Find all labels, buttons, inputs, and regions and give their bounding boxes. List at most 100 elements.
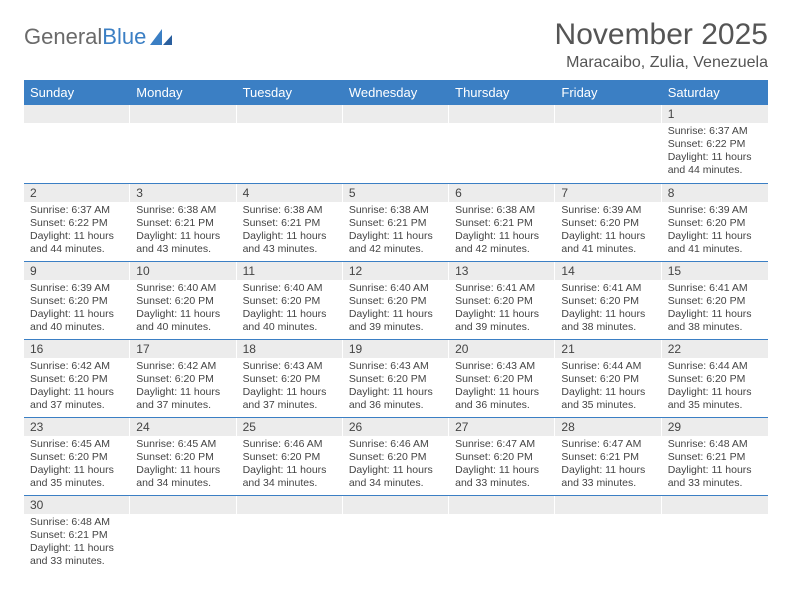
empty-cell xyxy=(343,105,449,183)
sunset-text: Sunset: 6:22 PM xyxy=(30,217,124,230)
day-number: 22 xyxy=(662,340,768,358)
sunrise-text: Sunrise: 6:38 AM xyxy=(455,204,549,217)
sunset-text: Sunset: 6:21 PM xyxy=(349,217,443,230)
sunrise-text: Sunrise: 6:47 AM xyxy=(561,438,655,451)
empty-cell xyxy=(130,495,236,573)
day-number: 19 xyxy=(343,340,449,358)
day-details: Sunrise: 6:41 AMSunset: 6:20 PMDaylight:… xyxy=(555,280,661,339)
daylight-text: Daylight: 11 hours and 35 minutes. xyxy=(561,386,655,412)
sunset-text: Sunset: 6:20 PM xyxy=(668,373,762,386)
day-cell: 12Sunrise: 6:40 AMSunset: 6:20 PMDayligh… xyxy=(343,261,449,339)
day-details: Sunrise: 6:40 AMSunset: 6:20 PMDaylight:… xyxy=(343,280,449,339)
daylight-text: Daylight: 11 hours and 44 minutes. xyxy=(30,230,124,256)
calendar-row: 30Sunrise: 6:48 AMSunset: 6:21 PMDayligh… xyxy=(24,495,768,573)
day-details: Sunrise: 6:40 AMSunset: 6:20 PMDaylight:… xyxy=(130,280,236,339)
daylight-text: Daylight: 11 hours and 35 minutes. xyxy=(668,386,762,412)
calendar-body: 1Sunrise: 6:37 AMSunset: 6:22 PMDaylight… xyxy=(24,105,768,573)
sunrise-text: Sunrise: 6:48 AM xyxy=(30,516,124,529)
day-cell: 3Sunrise: 6:38 AMSunset: 6:21 PMDaylight… xyxy=(130,183,236,261)
day-cell: 29Sunrise: 6:48 AMSunset: 6:21 PMDayligh… xyxy=(662,417,768,495)
day-details: Sunrise: 6:41 AMSunset: 6:20 PMDaylight:… xyxy=(449,280,555,339)
sunrise-text: Sunrise: 6:43 AM xyxy=(455,360,549,373)
sunset-text: Sunset: 6:20 PM xyxy=(243,295,337,308)
day-number: 8 xyxy=(662,184,768,202)
day-number: 7 xyxy=(555,184,661,202)
sail-icon xyxy=(148,27,174,47)
sunset-text: Sunset: 6:20 PM xyxy=(561,295,655,308)
sunrise-text: Sunrise: 6:45 AM xyxy=(136,438,230,451)
day-cell: 15Sunrise: 6:41 AMSunset: 6:20 PMDayligh… xyxy=(662,261,768,339)
day-number: 17 xyxy=(130,340,236,358)
empty-cell xyxy=(130,105,236,183)
day-number: 25 xyxy=(237,418,343,436)
sunset-text: Sunset: 6:20 PM xyxy=(136,451,230,464)
calendar-row: 1Sunrise: 6:37 AMSunset: 6:22 PMDaylight… xyxy=(24,105,768,183)
weekday-header: Friday xyxy=(555,80,661,105)
sunrise-text: Sunrise: 6:44 AM xyxy=(668,360,762,373)
day-number xyxy=(343,496,449,514)
day-cell: 17Sunrise: 6:42 AMSunset: 6:20 PMDayligh… xyxy=(130,339,236,417)
sunset-text: Sunset: 6:20 PM xyxy=(561,217,655,230)
sunset-text: Sunset: 6:20 PM xyxy=(30,295,124,308)
day-cell: 22Sunrise: 6:44 AMSunset: 6:20 PMDayligh… xyxy=(662,339,768,417)
day-details: Sunrise: 6:39 AMSunset: 6:20 PMDaylight:… xyxy=(24,280,130,339)
day-number: 26 xyxy=(343,418,449,436)
day-details: Sunrise: 6:47 AMSunset: 6:21 PMDaylight:… xyxy=(555,436,661,495)
day-cell: 24Sunrise: 6:45 AMSunset: 6:20 PMDayligh… xyxy=(130,417,236,495)
day-cell: 9Sunrise: 6:39 AMSunset: 6:20 PMDaylight… xyxy=(24,261,130,339)
day-cell: 28Sunrise: 6:47 AMSunset: 6:21 PMDayligh… xyxy=(555,417,661,495)
daylight-text: Daylight: 11 hours and 44 minutes. xyxy=(668,151,762,177)
day-number xyxy=(449,496,555,514)
daylight-text: Daylight: 11 hours and 39 minutes. xyxy=(349,308,443,334)
day-number: 21 xyxy=(555,340,661,358)
weekday-header: Monday xyxy=(130,80,236,105)
sunset-text: Sunset: 6:21 PM xyxy=(668,451,762,464)
day-details: Sunrise: 6:44 AMSunset: 6:20 PMDaylight:… xyxy=(662,358,768,417)
sunrise-text: Sunrise: 6:39 AM xyxy=(668,204,762,217)
weekday-header: Saturday xyxy=(662,80,768,105)
empty-cell xyxy=(555,105,661,183)
daylight-text: Daylight: 11 hours and 38 minutes. xyxy=(668,308,762,334)
daylight-text: Daylight: 11 hours and 34 minutes. xyxy=(349,464,443,490)
daylight-text: Daylight: 11 hours and 37 minutes. xyxy=(136,386,230,412)
daylight-text: Daylight: 11 hours and 38 minutes. xyxy=(561,308,655,334)
day-details: Sunrise: 6:39 AMSunset: 6:20 PMDaylight:… xyxy=(555,202,661,261)
sunrise-text: Sunrise: 6:43 AM xyxy=(349,360,443,373)
sunrise-text: Sunrise: 6:37 AM xyxy=(668,125,762,138)
sunrise-text: Sunrise: 6:39 AM xyxy=(561,204,655,217)
day-cell: 20Sunrise: 6:43 AMSunset: 6:20 PMDayligh… xyxy=(449,339,555,417)
day-number: 10 xyxy=(130,262,236,280)
sunrise-text: Sunrise: 6:42 AM xyxy=(30,360,124,373)
day-number: 5 xyxy=(343,184,449,202)
sunrise-text: Sunrise: 6:41 AM xyxy=(668,282,762,295)
sunrise-text: Sunrise: 6:38 AM xyxy=(136,204,230,217)
daylight-text: Daylight: 11 hours and 37 minutes. xyxy=(30,386,124,412)
day-details: Sunrise: 6:38 AMSunset: 6:21 PMDaylight:… xyxy=(343,202,449,261)
day-number: 24 xyxy=(130,418,236,436)
sunrise-text: Sunrise: 6:44 AM xyxy=(561,360,655,373)
day-number xyxy=(555,105,661,123)
daylight-text: Daylight: 11 hours and 36 minutes. xyxy=(349,386,443,412)
sunrise-text: Sunrise: 6:39 AM xyxy=(30,282,124,295)
empty-cell xyxy=(449,495,555,573)
day-cell: 21 Sunrise: 6:44 AMSunset: 6:20 PMDayligh… xyxy=(555,339,661,417)
day-number: 15 xyxy=(662,262,768,280)
sunset-text: Sunset: 6:21 PM xyxy=(136,217,230,230)
weekday-header: Sunday xyxy=(24,80,130,105)
day-number: 9 xyxy=(24,262,130,280)
weekday-header: Tuesday xyxy=(237,80,343,105)
daylight-text: Daylight: 11 hours and 33 minutes. xyxy=(561,464,655,490)
daylight-text: Daylight: 11 hours and 42 minutes. xyxy=(349,230,443,256)
day-number: 4 xyxy=(237,184,343,202)
day-cell: 5Sunrise: 6:38 AMSunset: 6:21 PMDaylight… xyxy=(343,183,449,261)
sunset-text: Sunset: 6:20 PM xyxy=(30,373,124,386)
sunset-text: Sunset: 6:20 PM xyxy=(668,217,762,230)
empty-cell xyxy=(555,495,661,573)
day-number: 2 xyxy=(24,184,130,202)
sunrise-text: Sunrise: 6:41 AM xyxy=(455,282,549,295)
calendar-row: 23Sunrise: 6:45 AMSunset: 6:20 PMDayligh… xyxy=(24,417,768,495)
sunset-text: Sunset: 6:20 PM xyxy=(561,373,655,386)
day-number: 6 xyxy=(449,184,555,202)
day-number: 18 xyxy=(237,340,343,358)
sunset-text: Sunset: 6:21 PM xyxy=(243,217,337,230)
